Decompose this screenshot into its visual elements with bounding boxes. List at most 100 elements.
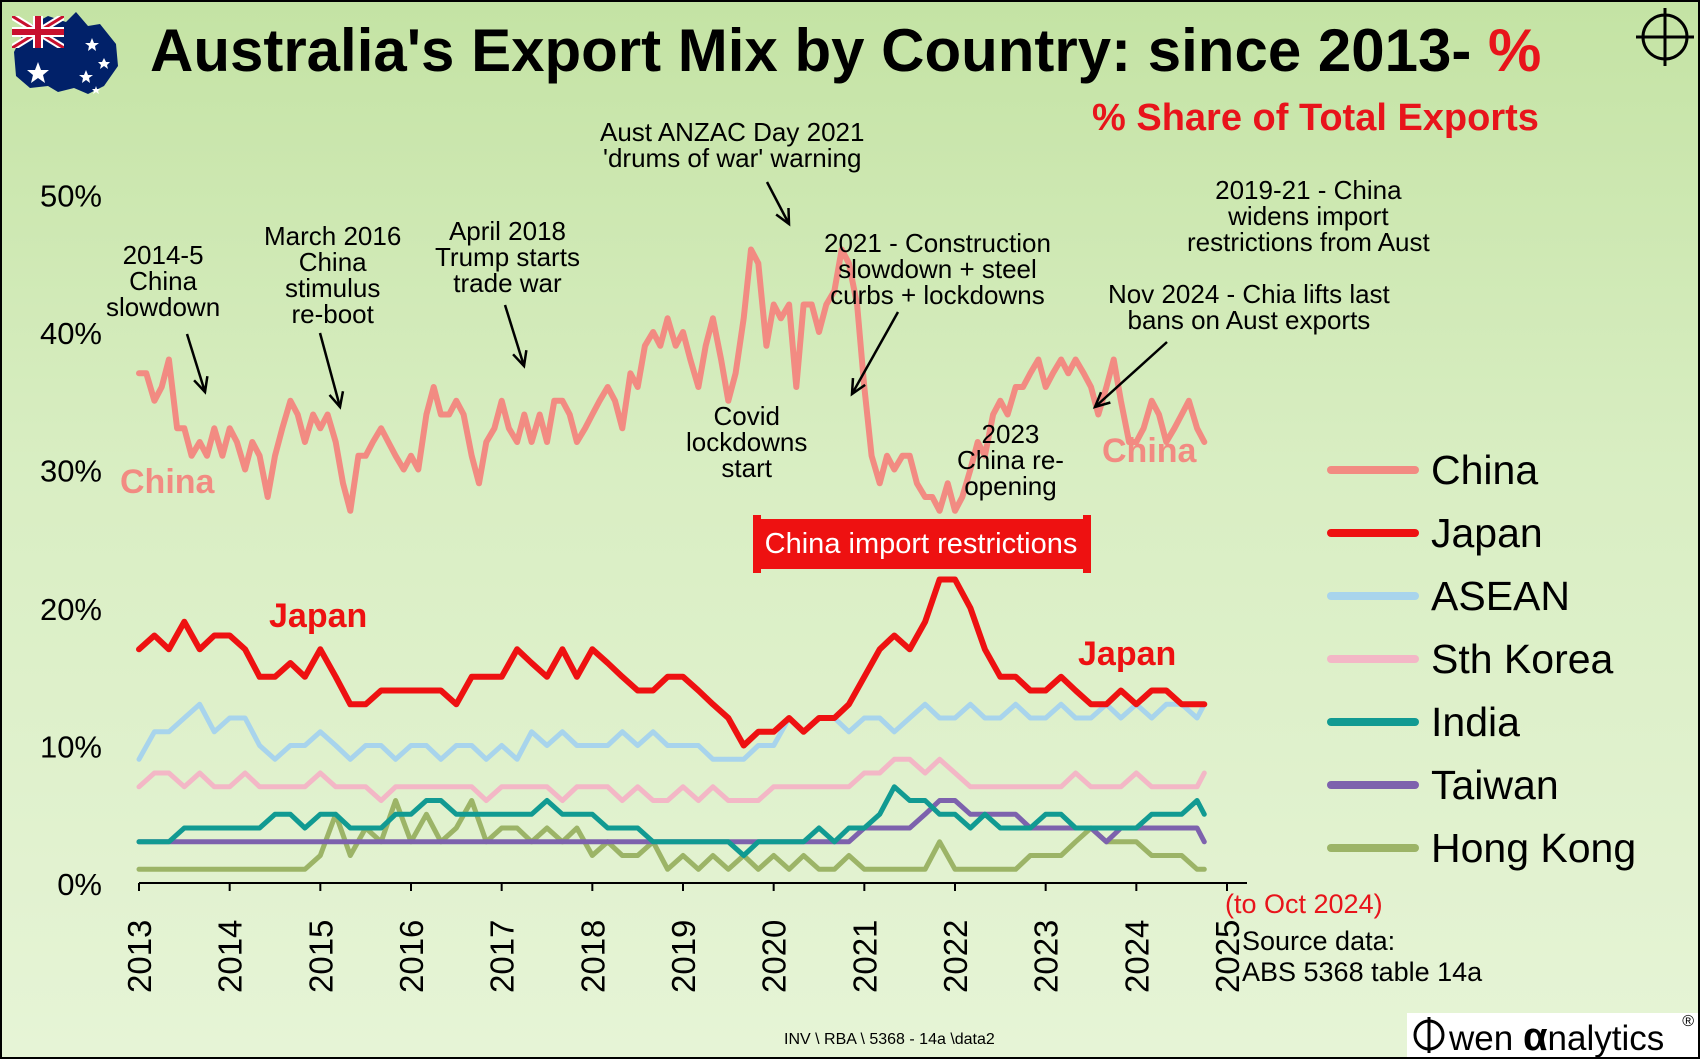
- legend-item-sth-korea: Sth Korea: [1327, 634, 1613, 684]
- annotation-line: China: [298, 247, 367, 277]
- y-tick-label: 0%: [57, 867, 102, 902]
- x-tick-label: 2021: [846, 920, 883, 993]
- series-line-india: [136, 784, 1207, 858]
- legend-label: Hong Kong: [1431, 824, 1637, 871]
- x-tick-label: 2016: [393, 920, 430, 993]
- annotation-line: 2014-5: [122, 240, 204, 270]
- annotation-line: stimulus: [284, 273, 381, 303]
- legend-swatch: [1327, 655, 1419, 663]
- restriction-end-marker: [1083, 515, 1091, 573]
- annotation-arrowhead: [328, 391, 345, 410]
- series-line-asean: [136, 701, 1207, 762]
- brand-prefix: wen: [1449, 1019, 1523, 1058]
- x-tick-label: 2017: [484, 920, 521, 993]
- annotation-line: opening: [964, 471, 1057, 501]
- chart-title-accent: %: [1488, 17, 1542, 84]
- annotation-line: China: [129, 266, 198, 296]
- annotation-line: 'drums of war' warning: [603, 143, 862, 173]
- annotation-line: Aust ANZAC Day 2021: [600, 117, 865, 147]
- legend-item-india: India: [1327, 697, 1520, 747]
- legend-label: Sth Korea: [1431, 635, 1614, 682]
- annotation-line: 2021 - Construction: [824, 228, 1051, 258]
- series-line-japan: [136, 576, 1208, 749]
- x-tick-label: 2025: [1209, 920, 1246, 993]
- annotation-line: Nov 2024 - Chia lifts last: [1108, 279, 1390, 309]
- annotation-china-slowdown: 2014-5 China slowdown: [106, 242, 220, 320]
- source-line: ABS 5368 table 14a: [1242, 957, 1483, 987]
- legend-label: Taiwan: [1431, 761, 1559, 808]
- annotation-line: lockdowns: [686, 427, 808, 457]
- annotation-anzac-day: Aust ANZAC Day 2021 'drums of war' warni…: [600, 119, 864, 171]
- legend-item-japan: Japan: [1327, 508, 1543, 558]
- legend-label: ASEAN: [1431, 572, 1570, 619]
- annotation-arrow: [185, 333, 207, 393]
- annotation-arrowhead: [193, 375, 209, 395]
- legend-swatch: [1327, 529, 1419, 537]
- legend-swatch: [1327, 592, 1419, 600]
- annotation-line: China re-: [957, 445, 1064, 475]
- x-tick-label: 2022: [937, 920, 974, 993]
- data-end-note: (to Oct 2024): [1225, 889, 1383, 919]
- annotation-arrow: [1094, 341, 1168, 408]
- annotation-line: slowdown + steel: [838, 254, 1037, 284]
- y-tick-label: 20%: [40, 592, 102, 627]
- annotation-line: Trump starts: [435, 242, 580, 272]
- source-line: Source data:: [1242, 926, 1396, 956]
- annotation-line: March 2016: [264, 221, 402, 251]
- series-layer: [136, 246, 1208, 872]
- japan-label-left: Japan: [269, 597, 368, 635]
- legend-item-taiwan: Taiwan: [1327, 760, 1559, 810]
- annotation-line: April 2018: [448, 216, 567, 246]
- source-note: Source data: ABS 5368 table 14a: [1242, 926, 1482, 988]
- legend-item-hong-kong: Hong Kong: [1327, 823, 1636, 873]
- annotation-arrow: [765, 181, 791, 225]
- brand-rest: nalytics: [1547, 1019, 1665, 1058]
- annotation-china-reopening: 2023 China re- opening: [957, 421, 1064, 499]
- annotation-line: re-boot: [291, 299, 374, 329]
- annotation-trade-war: April 2018 Trump starts trade war: [435, 218, 580, 296]
- legend-swatch: [1327, 844, 1419, 852]
- chart-subtitle: % Share of Total Exports: [1092, 97, 1539, 139]
- chart-title-main: Australia's Export Mix by Country: since…: [150, 17, 1472, 84]
- brand-name: wen αnalytics: [1449, 1015, 1665, 1058]
- series-line-sth-korea: [136, 756, 1207, 803]
- y-tick-label: 10%: [40, 730, 102, 765]
- annotation-covid-lockdowns: Covid lockdowns start: [686, 403, 807, 481]
- owen-analytics-logo: wen αnalytics ®: [1407, 1013, 1698, 1057]
- annotation-line: slowdown: [106, 292, 221, 322]
- annotation-bans-lifted: Nov 2024 - Chia lifts last bans on Aust …: [1108, 281, 1390, 333]
- annotation-line: bans on Aust exports: [1127, 305, 1371, 335]
- y-tick-label: 50%: [40, 179, 102, 214]
- annotation-line: widens import: [1228, 201, 1389, 231]
- y-tick-label: 40%: [40, 316, 102, 351]
- legend-swatch: [1327, 466, 1419, 474]
- legend-label: Japan: [1431, 509, 1543, 556]
- annotation-arrow: [318, 332, 342, 408]
- annotation-arrowhead: [1092, 391, 1111, 409]
- annotation-line: restrictions from Aust: [1187, 227, 1430, 257]
- annotation-arrowhead: [512, 349, 528, 369]
- annotation-arrowhead: [850, 377, 866, 397]
- x-tick-label: 2019: [665, 920, 702, 993]
- y-tick-labels: 0% 10% 20% 30% 40% 50%: [40, 179, 102, 903]
- chart-title: Australia's Export Mix by Country: since…: [150, 16, 1541, 85]
- crosshair-logo-icon: [1636, 8, 1694, 66]
- annotation-china-stimulus: March 2016 China stimulus re-boot: [264, 223, 401, 327]
- annotation-line: 2019-21 - China: [1215, 175, 1402, 205]
- file-path-footer: INV \ RBA \ 5368 - 14a \data2: [784, 1031, 995, 1048]
- australia-flag-map-icon: [12, 12, 118, 94]
- x-tick-label: 2018: [574, 920, 611, 993]
- x-tick-label: 2024: [1118, 920, 1155, 993]
- x-tick-labels: 2013 2014 2015 2016 2017 2018 2019 2020 2021 2022…: [121, 883, 1246, 993]
- x-tick-label: 2014: [212, 920, 249, 993]
- annotation-line: trade war: [453, 268, 562, 298]
- annotation-arrows: [185, 181, 1168, 410]
- annotation-arrowhead: [775, 207, 791, 227]
- annotation-import-restrictions: 2019-21 - China widens import restrictio…: [1187, 177, 1430, 255]
- legend-swatch: [1327, 781, 1419, 789]
- legend-item-asean: ASEAN: [1327, 571, 1570, 621]
- x-tick-label: 2023: [1028, 920, 1065, 993]
- brand-crosshair-icon: [1413, 1017, 1445, 1053]
- legend-item-china: China: [1327, 445, 1538, 495]
